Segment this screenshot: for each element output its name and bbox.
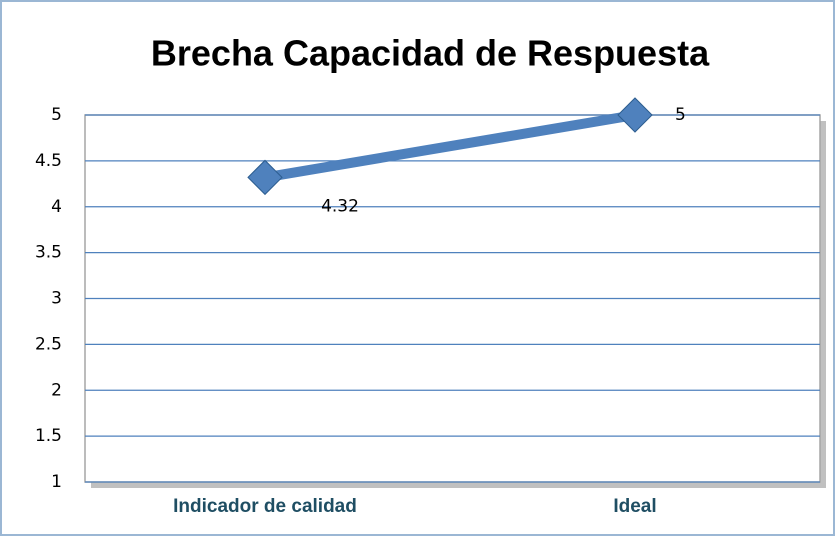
y-tick-label: 4 [51,197,62,217]
marks: 4.32 5 [247,97,686,216]
x-tick-label: Ideal [613,496,656,517]
y-tick-label: 4.5 [35,151,62,171]
marker [247,159,283,196]
y-tick-label: 2.5 [35,334,62,354]
y-tick-label: 3 [51,289,62,309]
series-line [260,110,640,183]
data-label: 5 [675,105,686,125]
y-tick-label: 2 [51,380,62,400]
marker [617,97,653,133]
y-tick-label: 3.5 [35,243,62,263]
y-tick-label: 1 [51,472,62,492]
x-tick-label: Indicador de calidad [173,496,357,517]
y-tick-label: 1.5 [35,426,62,446]
y-tick-label: 5 [51,105,62,125]
chart-title: Brecha Capacidad de Respuesta [151,33,710,74]
data-label: 4.32 [321,196,359,216]
grid [85,114,820,483]
